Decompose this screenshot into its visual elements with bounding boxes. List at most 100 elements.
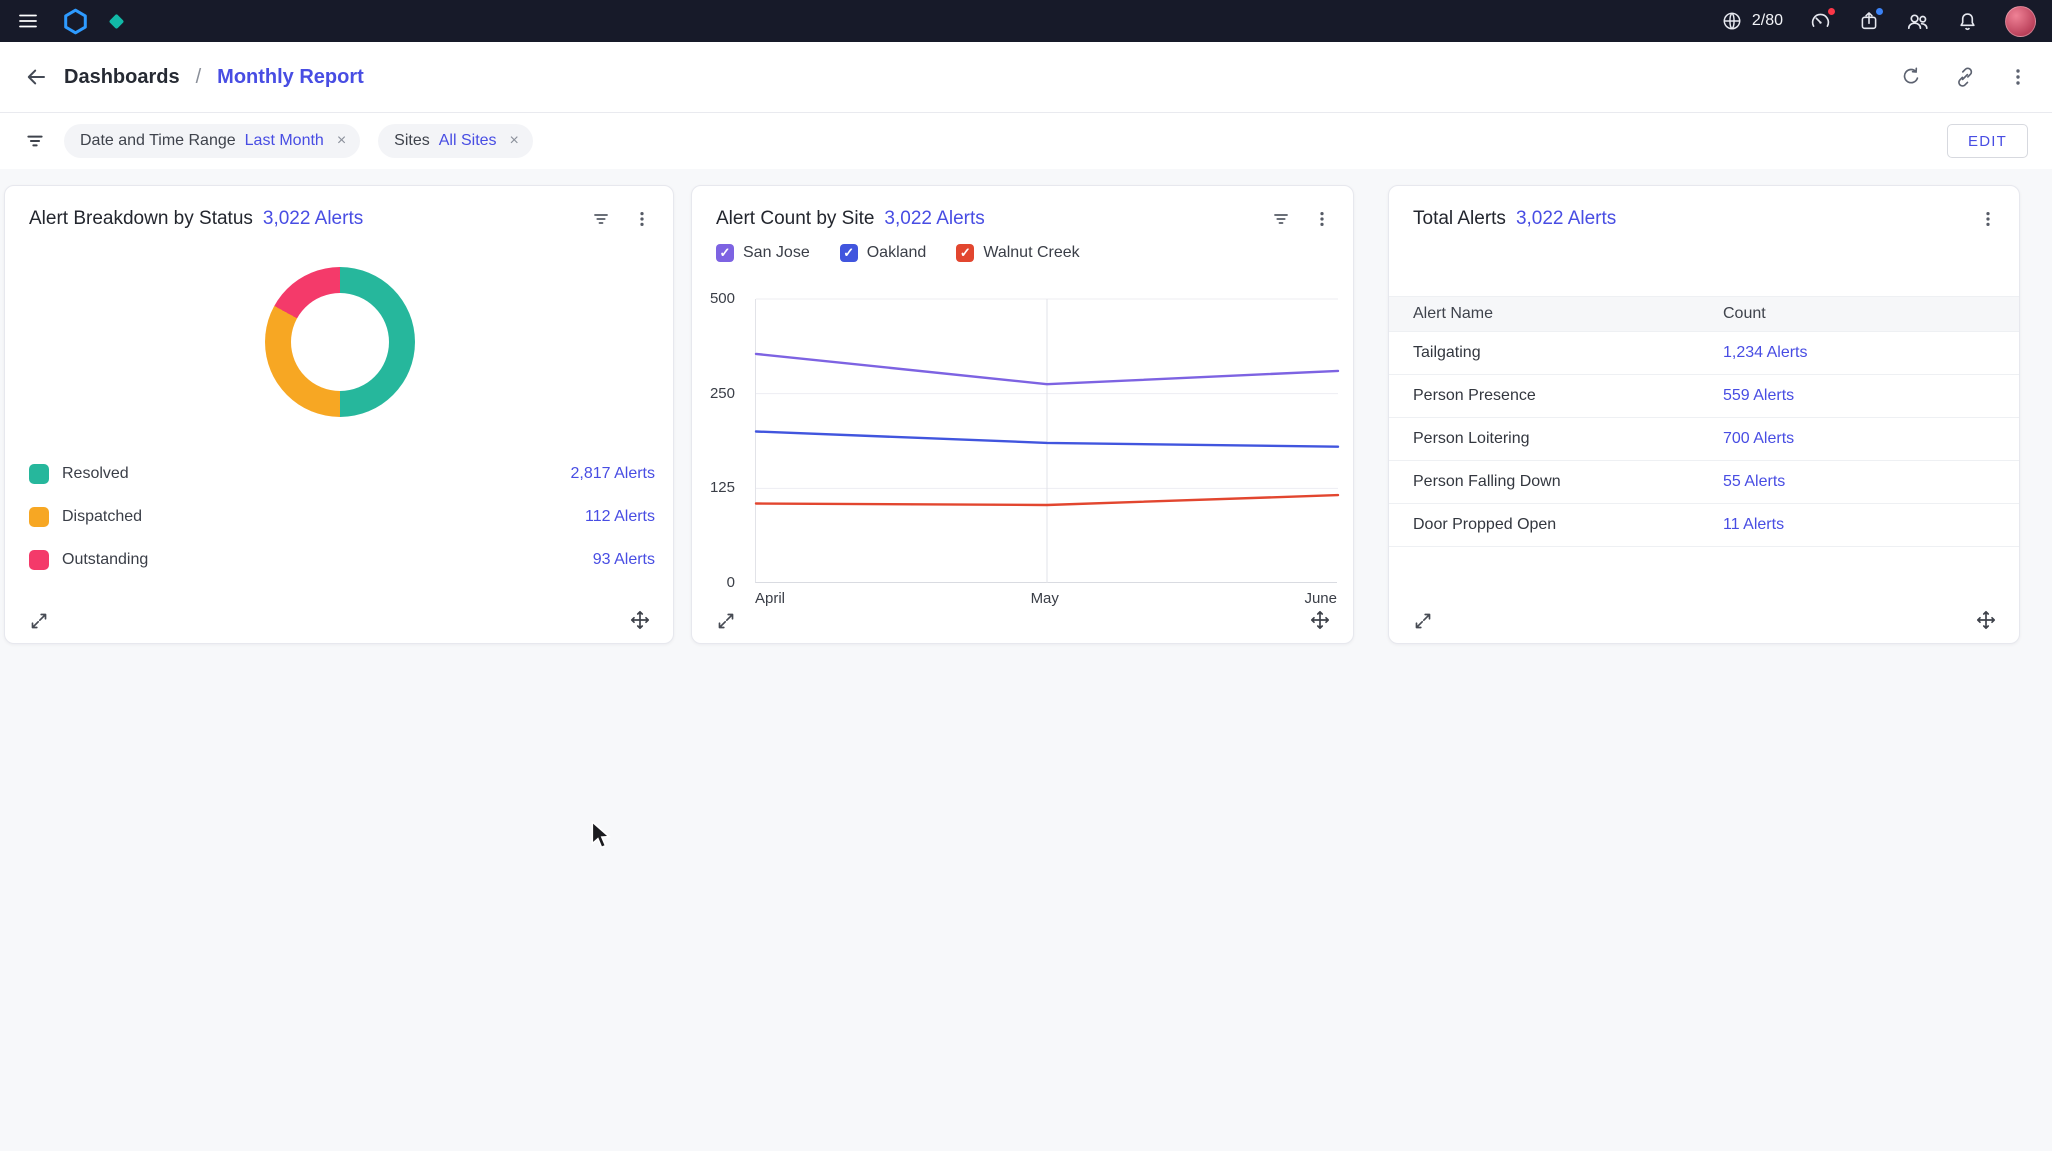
card-header: Alert Count by Site 3,022 Alerts	[692, 186, 1353, 230]
move-handle-icon[interactable]	[1309, 609, 1331, 631]
checkbox-icon[interactable]: ✓	[840, 244, 858, 262]
site-checkbox-item[interactable]: ✓Walnut Creek	[956, 244, 1079, 262]
legend-swatch	[29, 464, 49, 484]
legend-value-link[interactable]: 2,817 Alerts	[571, 465, 656, 483]
alert-name-cell: Person Falling Down	[1389, 473, 1723, 491]
card-title: Alert Breakdown by Status	[29, 208, 253, 230]
card-filter-icon[interactable]	[1271, 209, 1291, 229]
card-title: Alert Count by Site	[716, 208, 874, 230]
alert-count-cell: 1,234 Alerts	[1723, 344, 2019, 362]
y-tick-label: 500	[710, 290, 735, 307]
remove-chip-icon[interactable]: ×	[510, 133, 519, 149]
card-header: Total Alerts 3,022 Alerts	[1389, 186, 2019, 230]
usage-count-text: 2/80	[1752, 12, 1783, 30]
user-avatar[interactable]	[2005, 6, 2036, 37]
card-header: Alert Breakdown by Status 3,022 Alerts	[5, 186, 673, 230]
table-row: Person Presence559 Alerts	[1389, 375, 2019, 418]
legend-value-link[interactable]: 93 Alerts	[593, 551, 655, 569]
card-more-options-icon[interactable]	[633, 210, 651, 228]
x-tick-label: April	[755, 590, 785, 607]
filter-chip-date-range[interactable]: Date and Time Range Last Month ×	[64, 124, 360, 158]
alert-table-body: Tailgating1,234 Alerts Person Presence559…	[1389, 332, 2019, 547]
site-checkbox-item[interactable]: ✓San Jose	[716, 244, 810, 262]
breadcrumb-separator: /	[196, 66, 202, 89]
site-checkbox-item[interactable]: ✓ Oakland	[840, 244, 927, 262]
edit-button[interactable]: EDIT	[1947, 124, 2028, 158]
people-icon[interactable]	[1906, 9, 1930, 33]
refresh-icon[interactable]	[1900, 66, 1922, 88]
checkbox-icon[interactable]: ✓	[956, 244, 974, 262]
donut-chart	[265, 267, 415, 417]
column-header: Count	[1723, 305, 2019, 323]
alert-name-cell: Tailgating	[1389, 344, 1723, 362]
bell-icon[interactable]	[1956, 10, 1979, 33]
card-alert-count-by-site: Alert Count by Site 3,022 Alerts ✓San Jo…	[691, 185, 1354, 644]
y-tick-label: 125	[710, 479, 735, 496]
globe-icon[interactable]	[1721, 10, 1743, 32]
app-logo-hexagon-icon[interactable]	[62, 8, 89, 35]
chip-value: All Sites	[439, 132, 497, 150]
filter-icon[interactable]	[24, 130, 46, 152]
remove-chip-icon[interactable]: ×	[337, 133, 346, 149]
card-total-alerts: Total Alerts 3,022 Alerts Alert NameCoun…	[1388, 185, 2020, 644]
header-actions	[1900, 66, 2028, 88]
breadcrumb-current-page: Monthly Report	[217, 66, 364, 89]
topbar-actions: 2/80	[1721, 6, 2036, 37]
legend-item: Dispatched112 Alerts	[5, 495, 673, 538]
card-actions	[1271, 209, 1331, 229]
y-tick-label: 0	[727, 574, 735, 591]
move-handle-icon[interactable]	[1975, 609, 1997, 631]
page-header-bar: Dashboards / Monthly Report	[0, 42, 2052, 113]
checkbox-icon[interactable]: ✓	[716, 244, 734, 262]
card-more-options-icon[interactable]	[1313, 210, 1331, 228]
donut-legend: Resolved2,817 AlertsDispatched112 Alerts…	[5, 452, 673, 581]
x-axis-labels: April May June	[755, 590, 1337, 607]
expand-icon[interactable]	[716, 611, 736, 631]
gauge-icon[interactable]	[1809, 10, 1832, 33]
legend-swatch	[29, 550, 49, 570]
menu-icon[interactable]	[16, 9, 40, 33]
alert-count-cell: 700 Alerts	[1723, 430, 2019, 448]
y-tick-label: 250	[710, 385, 735, 402]
card-total-link[interactable]: 3,022 Alerts	[884, 208, 984, 230]
alert-count-link[interactable]: 700 Alerts	[1723, 430, 1794, 447]
alert-count-link[interactable]: 1,234 Alerts	[1723, 344, 1808, 361]
dashboard-canvas: Alert Breakdown by Status 3,022 Alerts R…	[0, 169, 2052, 1151]
legend-value-link[interactable]: 112 Alerts	[585, 508, 655, 526]
alert-count-cell: 11 Alerts	[1723, 516, 2019, 534]
card-total-link[interactable]: 3,022 Alerts	[1516, 208, 1616, 230]
alert-name-cell: Person Presence	[1389, 387, 1723, 405]
card-more-options-icon[interactable]	[1979, 210, 1997, 228]
alert-count-link[interactable]: 559 Alerts	[1723, 387, 1794, 404]
site-label: Oakland	[867, 244, 927, 262]
top-navigation-bar: 2/80	[0, 0, 2052, 42]
legend-label: Outstanding	[62, 551, 148, 569]
alert-name-cell: Person Loitering	[1389, 430, 1723, 448]
copy-link-icon[interactable]	[1954, 66, 1976, 88]
alert-count-link[interactable]: 55 Alerts	[1723, 473, 1785, 490]
filter-chip-sites[interactable]: Sites All Sites ×	[378, 124, 533, 158]
mouse-cursor	[589, 821, 615, 856]
site-legend: ✓San Jose✓Oakland✓Walnut Creek	[716, 244, 1080, 262]
card-total-link[interactable]: 3,022 Alerts	[263, 208, 363, 230]
move-handle-icon[interactable]	[629, 609, 651, 631]
alert-count-link[interactable]: 11 Alerts	[1723, 516, 1784, 533]
x-tick-label: May	[1031, 590, 1059, 607]
expand-icon[interactable]	[1413, 611, 1433, 631]
alert-count-cell: 55 Alerts	[1723, 473, 2019, 491]
table-row: Person Loitering700 Alerts	[1389, 418, 2019, 461]
expand-icon[interactable]	[29, 611, 49, 631]
filter-bar: Date and Time Range Last Month × Sites A…	[0, 113, 2052, 169]
more-options-icon[interactable]	[2008, 67, 2028, 87]
x-tick-label: June	[1304, 590, 1337, 607]
card-filter-icon[interactable]	[591, 209, 611, 229]
line-chart-svg	[756, 299, 1338, 583]
table-row: Door Propped Open11 Alerts	[1389, 504, 2019, 547]
card-alert-breakdown: Alert Breakdown by Status 3,022 Alerts R…	[4, 185, 674, 644]
share-icon[interactable]	[1858, 10, 1880, 32]
alert-badge	[1826, 6, 1837, 17]
breadcrumb-root[interactable]: Dashboards	[64, 66, 180, 89]
back-arrow-icon[interactable]	[24, 65, 48, 89]
column-header: Alert Name	[1389, 305, 1723, 323]
card-title: Total Alerts	[1413, 208, 1506, 230]
